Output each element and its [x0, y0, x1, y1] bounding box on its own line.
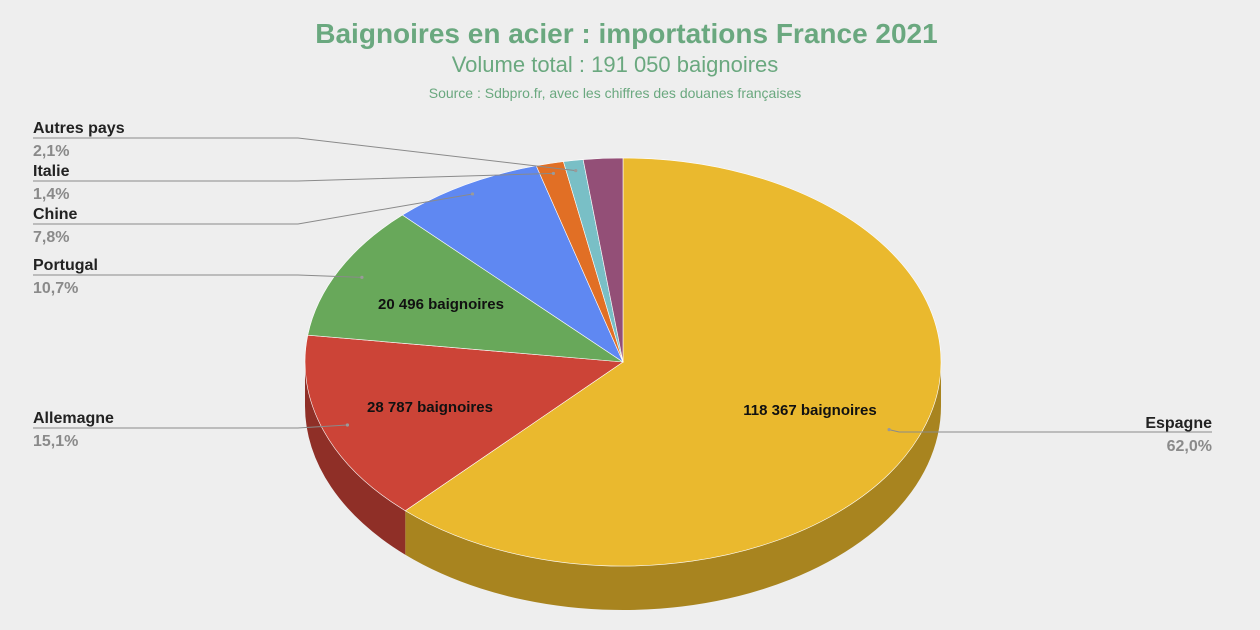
slice-name-label: Allemagne	[33, 410, 114, 427]
pie-slice-other	[582, 157, 624, 363]
slice-name-label: Espagne	[1145, 415, 1212, 432]
leader-line	[33, 424, 348, 429]
leader-dot	[574, 168, 578, 173]
leader-line	[33, 137, 576, 172]
pie-side-group	[305, 362, 941, 610]
leader-lines	[33, 137, 1212, 433]
slice-percent-label: 1,4%	[33, 186, 69, 203]
chart-title: Baignoires en acier : importations Franc…	[315, 18, 938, 49]
slice-name-label: Italie	[33, 163, 70, 180]
pie-slice-portugal	[307, 214, 624, 363]
slice-name-label: Chine	[33, 206, 78, 223]
slice-value-label: 118 367 baignoires	[743, 402, 876, 419]
pie-slice-allemagne	[304, 334, 624, 512]
leader-dot	[887, 427, 891, 432]
leader-dot	[345, 423, 350, 427]
slice-percent-label: 7,8%	[33, 229, 69, 246]
chart-source: Source : Sdbpro.fr, avec les chiffres de…	[428, 85, 802, 101]
slice-value-label: 28 787 baignoires	[367, 399, 493, 416]
pie-slice-chine	[401, 165, 624, 363]
slice-percent-label: 10,7%	[33, 280, 78, 297]
slice-percent-label: 15,1%	[33, 433, 78, 450]
leader-dot	[470, 192, 475, 196]
pie-top-group	[304, 157, 942, 567]
pie-slice-side	[405, 362, 941, 610]
slice-percent-label: 62,0%	[1167, 438, 1212, 455]
slice-name-label: Autres pays	[33, 120, 125, 137]
leader-line	[33, 274, 362, 278]
leader-line	[33, 172, 554, 182]
slice-name-label: Portugal	[33, 257, 98, 274]
leader-dot	[551, 171, 555, 176]
slice-labels: Espagne 62,0% Allemagne 15,1% Portugal 10,7% C…	[33, 120, 1212, 455]
chart-subtitle: Volume total : 191 050 baignoires	[451, 52, 779, 77]
leader-dot	[360, 275, 364, 279]
pie-slice-espagne	[404, 157, 942, 567]
slice-percent-label: 2,1%	[33, 143, 69, 160]
leader-line	[33, 193, 473, 225]
slice-value-label: 20 496 baignoires	[378, 296, 504, 313]
pie-slice-side	[305, 362, 406, 555]
leader-line	[888, 429, 1212, 433]
